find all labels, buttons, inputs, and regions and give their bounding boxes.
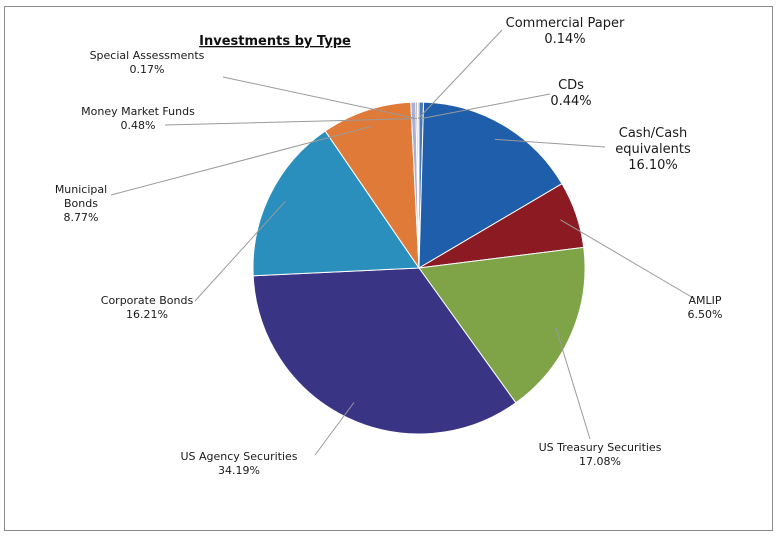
- slice-name: US Agency Securities: [180, 450, 297, 463]
- slice-percent: 34.19%: [218, 464, 260, 477]
- slice-name: Money Market Funds: [81, 105, 195, 118]
- leader-line-us-treasury: [555, 327, 591, 440]
- leader-line-corporate-bonds: [194, 201, 286, 302]
- slice-label-cash-equivalents: Cash/Cash equivalents 16.10%: [615, 126, 691, 173]
- slice-percent: 0.14%: [544, 32, 585, 47]
- leader-line-money-market-funds: [164, 118, 414, 126]
- slice-percent: 16.21%: [126, 308, 168, 321]
- slice-name: US Treasury Securities: [539, 441, 662, 454]
- slice-name: AMLIP: [688, 294, 721, 307]
- slice-municipal-bonds: [324, 101, 420, 270]
- slice-name: Special Assessments: [90, 49, 205, 62]
- slice-name: Corporate Bonds: [101, 294, 194, 307]
- leader-line-commercial-paper: [417, 29, 503, 119]
- leader-line-municipal-bonds: [110, 125, 372, 196]
- slice-label-municipal-bonds: Municipal Bonds 8.77%: [55, 183, 107, 224]
- slice-labels: CDs 0.44% Cash/Cash equivalents 16.10% AMLIP 6…: [55, 16, 723, 477]
- slice-label-us-agency: US Agency Securities 34.19%: [180, 450, 297, 477]
- slice-percent: 6.50%: [688, 308, 723, 321]
- slice-label-corporate-bonds: Corporate Bonds 16.21%: [101, 294, 194, 321]
- pie-chart: Investments by Type CDs 0.44% Cash/Cash equ…: [55, 16, 723, 477]
- slice-label-money-market-funds: Money Market Funds 0.48%: [81, 105, 195, 132]
- slice-percent: 16.10%: [628, 158, 678, 173]
- chart-title: Investments by Type: [199, 34, 351, 49]
- slice-name: Cash/Cash: [619, 126, 688, 141]
- chart-frame: Investments by Type CDs 0.44% Cash/Cash equ…: [4, 6, 773, 531]
- slice-name: CDs: [558, 78, 584, 93]
- slice-corporate-bonds: [252, 130, 420, 277]
- slice-percent: 17.08%: [579, 455, 621, 468]
- slice-cash-equivalents: [418, 101, 563, 269]
- slice-label-cds: CDs 0.44%: [550, 78, 591, 109]
- slice-percent: 0.17%: [130, 63, 165, 76]
- leader-line-amlip: [560, 219, 696, 300]
- slice-commercial-paper: [417, 101, 420, 269]
- slice-us-treasury: [418, 246, 586, 404]
- slice-name: Municipal: [55, 183, 107, 196]
- slice-percent: 0.44%: [550, 94, 591, 109]
- leader-line-special-assessments: [222, 76, 417, 120]
- leader-lines: [110, 29, 696, 456]
- slice-name: Commercial Paper: [506, 16, 625, 31]
- leader-line-cash-equivalents: [494, 138, 606, 148]
- slice-name: Bonds: [64, 197, 98, 210]
- pie-slices: [252, 101, 586, 435]
- slice-label-special-assessments: Special Assessments 0.17%: [90, 49, 205, 76]
- slice-label-commercial-paper: Commercial Paper 0.14%: [506, 16, 625, 47]
- slice-percent: 8.77%: [64, 211, 99, 224]
- slice-percent: 0.48%: [121, 119, 156, 132]
- leader-line-us-agency: [314, 402, 355, 456]
- slice-label-amlip: AMLIP 6.50%: [688, 294, 723, 321]
- slice-name: equivalents: [615, 142, 691, 157]
- leader-line-cds: [420, 93, 551, 120]
- slice-us-agency: [252, 267, 517, 435]
- slice-label-us-treasury: US Treasury Securities 17.08%: [539, 441, 662, 468]
